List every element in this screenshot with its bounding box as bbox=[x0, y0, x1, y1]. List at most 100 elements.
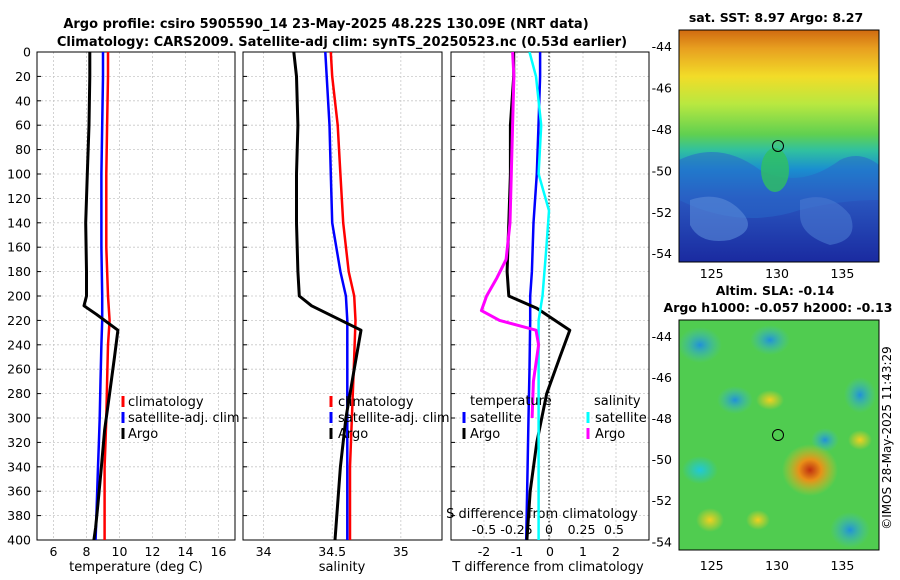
series-temperature-satellite bbox=[524, 52, 542, 540]
depth-tick-label: 400 bbox=[7, 533, 31, 548]
sla-argo-marker bbox=[772, 429, 784, 441]
temperature-legend: climatology satellite-adj. clim Argo bbox=[121, 395, 240, 442]
t-difference-x-label: T difference from climatology bbox=[451, 560, 644, 575]
sst-lat-ticks: -44 -46 -48 -50 -52 -54 bbox=[652, 39, 672, 261]
depth-tick-label: 380 bbox=[7, 508, 31, 523]
temperature-tick-labels: 6 8 10 12 14 16 bbox=[50, 544, 227, 559]
t-difference-tick-labels: -2 -1 0 1 2 bbox=[478, 544, 620, 559]
sla-high-4 bbox=[696, 508, 724, 532]
legend3-sal-satellite: satellite bbox=[595, 411, 647, 426]
lat-tick-label: -52 bbox=[652, 493, 672, 508]
legend-climatology: climatology bbox=[128, 395, 204, 410]
sla-map bbox=[678, 319, 880, 551]
series-climatology bbox=[329, 52, 357, 540]
sst-lon-ticks: 125 130 135 bbox=[700, 266, 855, 281]
temperature-panel-frame bbox=[36, 51, 236, 541]
lon-tick-label: 125 bbox=[700, 558, 724, 573]
depth-tick-label: 120 bbox=[7, 191, 31, 206]
sla-low-1 bbox=[678, 327, 722, 363]
legend3-sal-argo: Argo bbox=[595, 427, 625, 442]
lat-tick-label: -44 bbox=[652, 329, 672, 344]
depth-tick-label: 60 bbox=[15, 118, 31, 133]
sst-warm-tongue bbox=[761, 148, 789, 192]
salinity-tick-labels: 34 34.5 35 bbox=[256, 544, 409, 559]
x-tick-label: -1 bbox=[511, 544, 523, 559]
sla-high-5 bbox=[746, 510, 770, 530]
sla-map-title-1: Altim. SLA: -0.14 bbox=[716, 283, 835, 298]
depth-tick-label: 160 bbox=[7, 240, 31, 255]
title-line-2: Climatology: CARS2009. Satellite-adj cli… bbox=[57, 35, 627, 50]
depth-tick-label: 0 bbox=[23, 45, 31, 60]
lat-tick-label: -48 bbox=[652, 122, 672, 137]
s-diff-tick-label: -0.25 bbox=[500, 522, 532, 537]
legend2-argo: Argo bbox=[338, 427, 368, 442]
legend-satellite: satellite-adj. clim bbox=[128, 411, 240, 426]
legend3-temp-satellite: satellite bbox=[470, 411, 522, 426]
s-diff-tick-label: -0.5 bbox=[472, 522, 496, 537]
lat-tick-label: -52 bbox=[652, 205, 672, 220]
lat-tick-label: -48 bbox=[652, 411, 672, 426]
s-difference-tick-labels: -0.5-0.2500.250.5 bbox=[472, 522, 624, 537]
sst-eddy-2 bbox=[800, 197, 853, 245]
legend3-sal-header: salinity bbox=[594, 394, 641, 409]
depth-tick-labels: 0 20 40 60 80 100 120 140 160 180 200 220 240 260 280 3… bbox=[7, 45, 31, 548]
depth-tick-label: 280 bbox=[7, 386, 31, 401]
depth-tick-label: 180 bbox=[7, 264, 31, 279]
depth-tick-label: 240 bbox=[7, 337, 31, 352]
sla-map-title-2: Argo h1000: -0.057 h2000: -0.13 bbox=[664, 300, 893, 315]
x-tick-label: -2 bbox=[478, 544, 490, 559]
sla-map-frame bbox=[678, 319, 880, 551]
x-tick-label: 2 bbox=[612, 544, 620, 559]
depth-tick-label: 140 bbox=[7, 215, 31, 230]
legend3-temp-header: temperature bbox=[470, 394, 552, 409]
credit-text: ©IMOS 28-May-2025 11:43:29 bbox=[880, 346, 894, 530]
series-satellite-adj-clim bbox=[94, 52, 105, 540]
x-tick-label: 10 bbox=[112, 544, 128, 559]
x-tick-label: 34.5 bbox=[318, 544, 346, 559]
depth-tick-label: 320 bbox=[7, 435, 31, 450]
x-tick-label: 35 bbox=[393, 544, 409, 559]
sst-map-frame bbox=[678, 29, 880, 263]
temperature-series bbox=[82, 52, 120, 540]
depth-tick-label: 220 bbox=[7, 313, 31, 328]
difference-series bbox=[479, 52, 572, 540]
series-salinity-argo bbox=[479, 52, 541, 419]
difference-panel-grid bbox=[451, 51, 649, 541]
lat-tick-label: -54 bbox=[652, 246, 672, 261]
x-tick-label: 16 bbox=[211, 544, 227, 559]
series-climatology bbox=[103, 52, 111, 540]
series-argo bbox=[82, 52, 120, 540]
x-tick-label: 8 bbox=[83, 544, 91, 559]
series-salinity-satellite bbox=[528, 52, 551, 540]
s-diff-tick-label: 0.5 bbox=[604, 522, 624, 537]
legend2-satellite: satellite-adj. clim bbox=[338, 411, 450, 426]
x-tick-label: 1 bbox=[579, 544, 587, 559]
s-diff-tick-label: 0.25 bbox=[568, 522, 596, 537]
depth-tick-label: 80 bbox=[15, 142, 31, 157]
x-tick-label: 14 bbox=[178, 544, 194, 559]
lon-tick-label: 135 bbox=[830, 266, 854, 281]
salinity-panel-frame bbox=[242, 51, 443, 541]
lat-tick-label: -50 bbox=[652, 452, 672, 467]
salinity-panel-grid bbox=[243, 51, 442, 541]
sst-argo-marker bbox=[772, 140, 784, 152]
difference-legend: temperature satellite Argo salinity sate… bbox=[462, 394, 647, 442]
series-satellite-adj-clim bbox=[324, 52, 349, 540]
lat-tick-label: -46 bbox=[652, 370, 672, 385]
depth-tick-label: 300 bbox=[7, 411, 31, 426]
legend-argo: Argo bbox=[128, 427, 158, 442]
temperature-x-label: temperature (deg C) bbox=[69, 560, 203, 575]
sla-high-1 bbox=[782, 444, 838, 496]
depth-tick-label: 360 bbox=[7, 484, 31, 499]
difference-panel-frame bbox=[450, 51, 650, 541]
x-tick-label: 12 bbox=[145, 544, 161, 559]
sla-lat-ticks: -44 -46 -48 -50 -52 -54 bbox=[652, 329, 672, 549]
sla-low-2 bbox=[750, 325, 790, 355]
depth-tick-label: 200 bbox=[7, 289, 31, 304]
sla-low-7 bbox=[682, 456, 718, 484]
depth-tick-label: 100 bbox=[7, 167, 31, 182]
lon-tick-label: 125 bbox=[700, 266, 724, 281]
x-tick-label: 6 bbox=[50, 544, 58, 559]
lat-tick-label: -50 bbox=[652, 163, 672, 178]
